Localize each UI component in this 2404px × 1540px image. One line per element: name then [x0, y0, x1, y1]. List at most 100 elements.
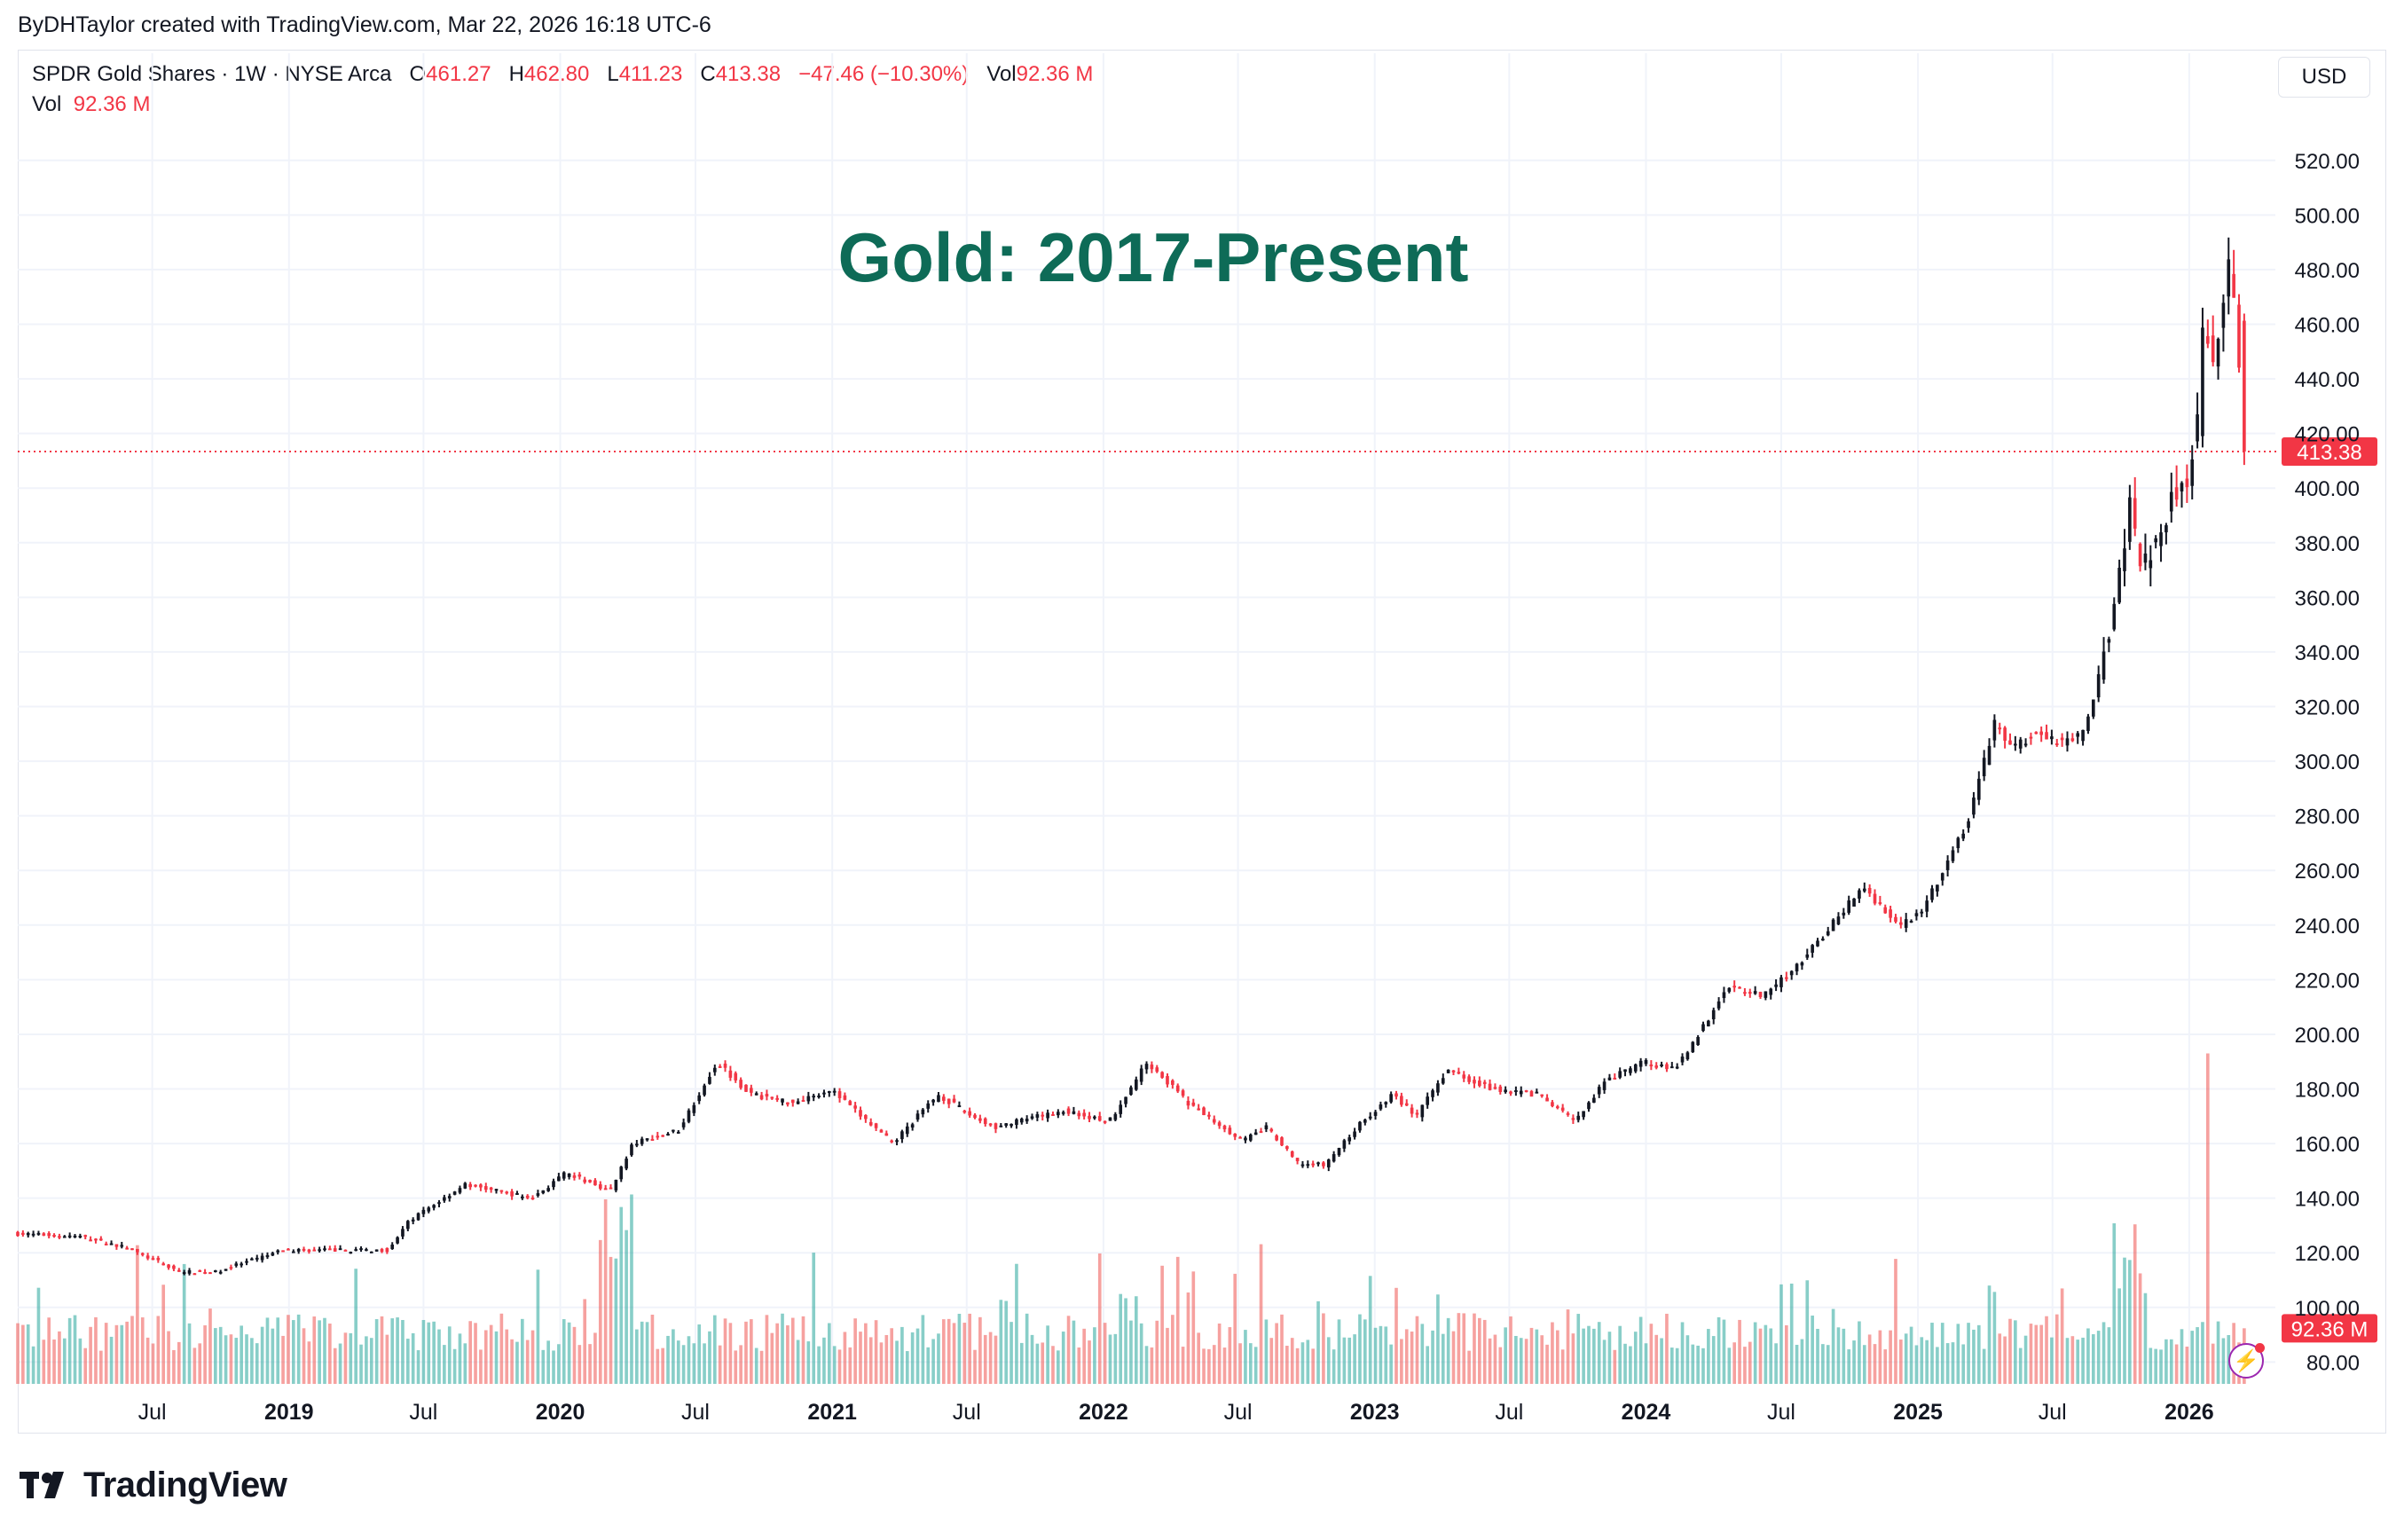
candle-body — [1602, 1081, 1607, 1090]
volume-bar — [62, 1338, 67, 1384]
candle-body — [2149, 560, 2153, 569]
candle-body — [557, 1176, 561, 1182]
volume-bar — [1873, 1344, 1877, 1384]
volume-bar — [692, 1343, 696, 1384]
volume-bar — [572, 1326, 577, 1384]
candle-body — [1785, 977, 1788, 979]
candle-body — [1951, 850, 1955, 861]
low-value: 411.23 — [618, 62, 683, 86]
volume-bar — [931, 1339, 935, 1384]
volume-bar — [1707, 1329, 1710, 1384]
volume-bar — [1326, 1337, 1331, 1384]
volume-bar — [1607, 1332, 1612, 1384]
volume-bar — [1685, 1335, 1690, 1384]
volume-bar — [1961, 1344, 1966, 1384]
candle-body — [2008, 740, 2012, 745]
volume-bar — [1150, 1347, 1154, 1384]
high-value: 462.80 — [523, 62, 590, 86]
volume-bar — [1082, 1328, 1086, 1384]
volume-bar — [224, 1335, 228, 1384]
candle-body — [1649, 1065, 1654, 1067]
volume-bar — [463, 1343, 467, 1384]
volume-bar — [781, 1313, 784, 1384]
candle-body — [1379, 1104, 1383, 1110]
volume-bar — [1353, 1334, 1356, 1384]
volume-bar — [895, 1340, 899, 1384]
candle-body — [1426, 1096, 1430, 1105]
candle-body — [562, 1172, 566, 1179]
candle-body — [567, 1173, 571, 1177]
candle-body — [1847, 900, 1851, 913]
candle-body — [250, 1258, 254, 1261]
volume-bar — [635, 1329, 639, 1384]
candle-body — [879, 1129, 884, 1133]
candle-body — [2107, 639, 2111, 643]
volume-bar — [567, 1322, 571, 1384]
candle-body — [1665, 1064, 1669, 1070]
volume-bar — [718, 1345, 722, 1384]
candle-body — [1175, 1085, 1180, 1092]
volume-bar — [94, 1316, 98, 1384]
volume-bar — [458, 1333, 462, 1384]
candle-body — [468, 1183, 473, 1188]
candle-body — [859, 1110, 862, 1117]
y-tick-label: 440.00 — [2295, 368, 2360, 392]
volume-bar — [1134, 1296, 1138, 1384]
x-tick-label: 2019 — [264, 1400, 314, 1425]
volume-bar — [619, 1206, 624, 1384]
candle-body — [296, 1249, 301, 1252]
open-label: O — [409, 62, 427, 86]
candle-body — [1166, 1076, 1169, 1085]
tradingview-logo-icon — [20, 1471, 64, 1498]
candle-body — [291, 1251, 295, 1253]
volume-bar — [1633, 1332, 1638, 1384]
tradingview-logo[interactable]: TradingView — [20, 1465, 287, 1505]
volume-bar — [182, 1263, 186, 1384]
volume-bar — [1191, 1271, 1196, 1384]
volume-bar — [1446, 1317, 1450, 1384]
currency-button[interactable]: USD — [2278, 57, 2370, 98]
candle-body — [770, 1096, 774, 1099]
candle-body — [343, 1249, 348, 1252]
candle-body — [67, 1235, 72, 1238]
tradingview-brand: TradingView — [83, 1465, 287, 1505]
lightning-icon[interactable]: ⚡ — [2228, 1343, 2264, 1379]
volume-bar — [1171, 1315, 1175, 1384]
candle-body — [681, 1122, 686, 1128]
candle-body — [744, 1084, 748, 1092]
candle-body — [458, 1188, 462, 1193]
candle-body — [2023, 743, 2028, 746]
volume-bar — [36, 1287, 41, 1384]
volume-bar — [380, 1316, 384, 1384]
candle-body — [167, 1264, 170, 1269]
volume-bar — [1244, 1330, 1247, 1384]
symbol-name[interactable]: SPDR Gold Shares · 1W · NYSE Arca — [32, 62, 392, 86]
y-tick-label: 360.00 — [2295, 586, 2360, 610]
volume-bar — [910, 1332, 915, 1384]
volume-legend[interactable]: Vol 92.36 M — [32, 92, 150, 117]
candle-body — [890, 1140, 893, 1143]
candle-body — [1629, 1068, 1632, 1073]
candle-body — [432, 1205, 436, 1208]
volume-bar — [734, 1350, 738, 1384]
candle-body — [988, 1123, 993, 1126]
volume-bar — [1400, 1339, 1403, 1384]
volume-bar — [2117, 1288, 2121, 1384]
candle-body — [494, 1189, 499, 1191]
candle-body — [656, 1135, 660, 1138]
volume-bar — [260, 1326, 264, 1384]
volume-bar — [452, 1348, 457, 1384]
volume-bar — [1738, 1319, 1741, 1384]
volume-bar — [1300, 1342, 1305, 1384]
volume-bar — [1826, 1345, 1830, 1384]
candle-body — [1717, 1001, 1721, 1009]
symbol-legend[interactable]: SPDR Gold Shares · 1W · NYSE Arca O461.2… — [32, 62, 1093, 87]
candle-body — [1727, 987, 1732, 992]
volume-bar — [1394, 1287, 1398, 1384]
candle-body — [83, 1235, 88, 1238]
candle-body — [1633, 1064, 1638, 1072]
x-tick-label: Jul — [2039, 1400, 2067, 1425]
candle-body — [754, 1093, 758, 1096]
close-value: 413.38 — [715, 62, 782, 86]
